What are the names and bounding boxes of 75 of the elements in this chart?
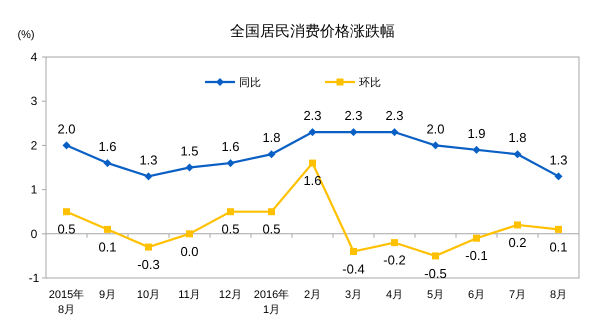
point (63, 208, 70, 216)
x-tick-label: 7月 (508, 289, 526, 301)
data-label: 1.8 (262, 130, 281, 146)
data-label: 2.0 (426, 121, 445, 136)
legend-label: 环比 (359, 76, 381, 89)
point (227, 208, 234, 216)
point (473, 234, 480, 242)
data-label: 2.3 (303, 108, 322, 124)
data-label: -0.5 (424, 266, 447, 281)
point (308, 128, 316, 136)
point (350, 128, 358, 136)
x-tick-label: 3月 (344, 289, 362, 301)
point (390, 128, 398, 136)
point (514, 150, 522, 158)
point (268, 150, 276, 158)
data-label: 1.6 (221, 139, 240, 154)
data-label: 0.5 (221, 222, 240, 237)
point (514, 221, 521, 228)
data-label: -0.3 (137, 257, 160, 272)
data-label: 0.1 (549, 239, 568, 254)
point (472, 146, 480, 154)
point (186, 230, 193, 238)
y-tick-label: -1 (28, 271, 40, 285)
data-label: 0.5 (262, 222, 281, 237)
data-label: 1.3 (139, 152, 158, 168)
point (62, 141, 70, 150)
point (555, 226, 562, 233)
x-tick-label: 8月 (550, 289, 568, 301)
x-tick-label: 10月 (136, 289, 160, 301)
y-tick-label: 4 (30, 50, 38, 64)
x-tick-label: 11月 (178, 289, 201, 301)
point (350, 248, 357, 255)
data-label: 0.0 (180, 244, 199, 259)
point (268, 208, 275, 216)
y-tick-label: 2 (30, 138, 38, 152)
x-tick-label: 9月 (98, 289, 116, 301)
point (186, 164, 194, 172)
y-tick-label: 3 (30, 94, 38, 108)
y-axis-title: (%) (17, 29, 35, 41)
x-tick-label: 12月 (218, 289, 242, 301)
data-label: 1.5 (180, 144, 199, 158)
point (432, 252, 439, 260)
y-tick-label: 0 (30, 226, 38, 241)
data-label: 1.6 (98, 139, 117, 154)
data-label: 2.0 (57, 121, 76, 136)
data-label: -0.1 (465, 248, 488, 264)
data-label: 0.1 (98, 239, 117, 254)
data-label: 1.6 (303, 173, 322, 188)
data-label: 2.3 (385, 108, 404, 124)
chart-title: 全国居民消费价格涨跌幅 (230, 23, 395, 40)
data-label: 0.5 (57, 222, 76, 237)
y-tick-label: 1 (30, 182, 38, 197)
legend-label: 同比 (239, 76, 261, 89)
data-label: 1.3 (549, 152, 568, 168)
point (145, 244, 152, 251)
x-tick-label: 2015年 8月 (48, 289, 84, 316)
x-tick-label: 2月 (304, 289, 322, 301)
point (432, 141, 440, 150)
x-tick-label: 2016年 1月 (254, 289, 290, 316)
point (144, 172, 152, 180)
point (104, 159, 112, 168)
data-label: -0.2 (383, 252, 406, 268)
point (391, 239, 398, 246)
data-label: 2.3 (344, 108, 363, 124)
data-label: 1.9 (467, 126, 486, 141)
x-tick-label: 4月 (386, 289, 404, 301)
point (554, 172, 562, 180)
point (309, 160, 316, 167)
point (226, 159, 234, 168)
data-label: -0.4 (342, 261, 365, 276)
point (104, 226, 111, 233)
x-tick-label: 6月 (468, 289, 486, 301)
data-label: 1.8 (508, 130, 527, 146)
x-tick-label: 5月 (426, 289, 444, 301)
data-label: 0.2 (508, 234, 527, 250)
